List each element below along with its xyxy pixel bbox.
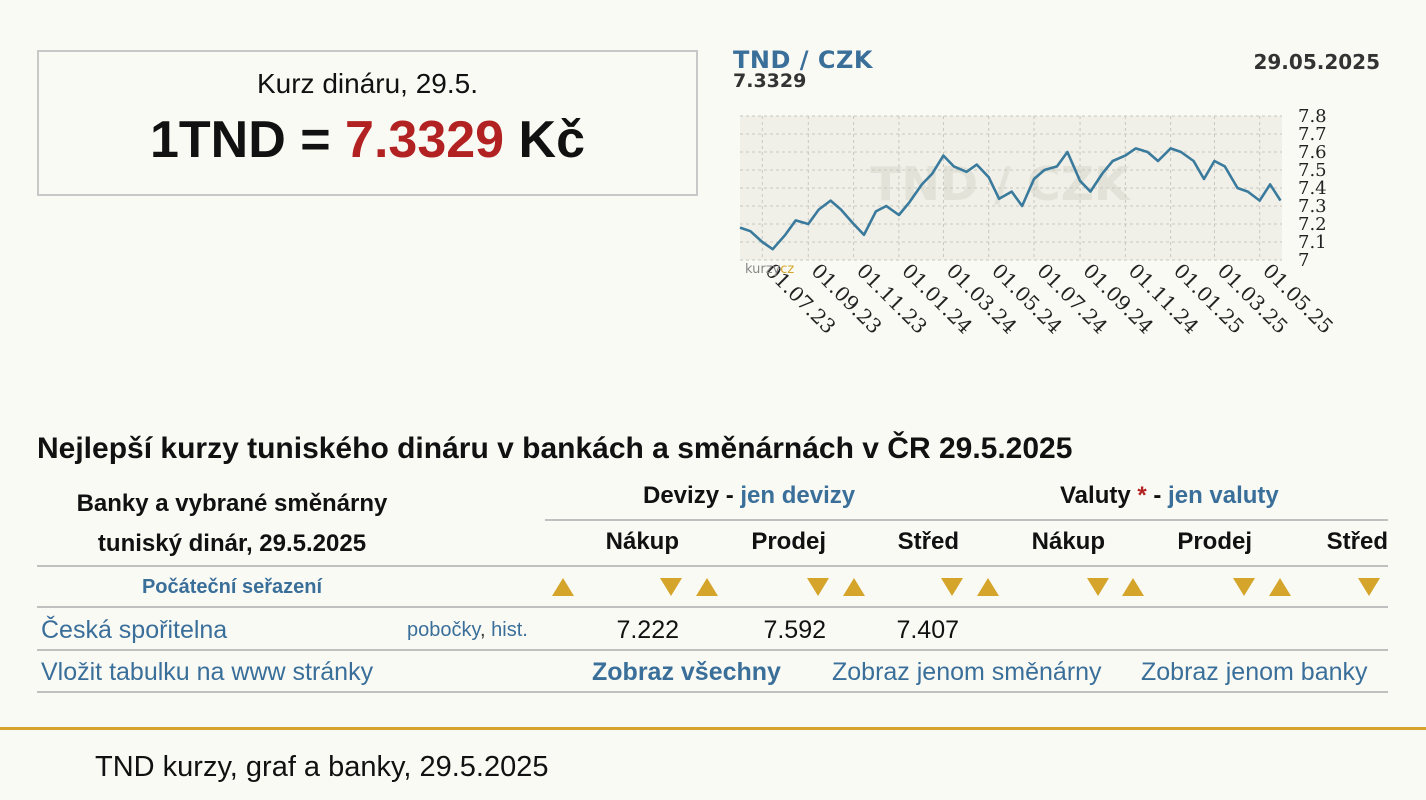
- show-banks-link[interactable]: Zobraz jenom banky: [1141, 658, 1368, 686]
- links-separator: ,: [480, 619, 486, 641]
- valuty-star: *: [1130, 482, 1147, 509]
- rate-box: Kurz dináru, 29.5. 1TND = 7.3329 Kč: [37, 50, 698, 196]
- sort-down-icon[interactable]: [807, 578, 829, 596]
- sort-up-icon[interactable]: [1269, 578, 1291, 596]
- valuty-label: Valuty: [1060, 482, 1131, 509]
- valuty-filter-link[interactable]: jen valuty: [1168, 482, 1279, 509]
- col-devizy-nakup[interactable]: Nákup: [605, 528, 679, 555]
- history-link[interactable]: hist.: [491, 619, 528, 641]
- col-valuty-prodej[interactable]: Prodej: [1177, 528, 1252, 555]
- col-devizy-stred[interactable]: Střed: [897, 528, 959, 555]
- banks-header-line1: Banky a vybrané směnárny: [76, 490, 388, 517]
- chart-y-tick-label: 7.8: [1298, 106, 1327, 127]
- sort-down-icon[interactable]: [1087, 578, 1109, 596]
- sort-up-icon[interactable]: [696, 578, 718, 596]
- sort-down-icon[interactable]: [1358, 578, 1380, 596]
- kurzy-logo-suffix: cz: [780, 262, 794, 277]
- banks-header: Banky a vybrané směnárny tuniský dinár, …: [37, 484, 427, 564]
- sort-down-icon[interactable]: [660, 578, 682, 596]
- rate-value: 1TND = 7.3329 Kč: [39, 110, 696, 170]
- sort-divider: [37, 606, 1388, 608]
- footer-divider: [0, 727, 1426, 730]
- chart-y-tick-label: 7.4: [1298, 178, 1327, 199]
- header-divider: [37, 565, 1388, 567]
- sort-up-icon[interactable]: [552, 578, 574, 596]
- rates-table: Banky a vybrané směnárny tuniský dinár, …: [37, 478, 1388, 694]
- chart-svg: TND / CZK7.87.77.67.57.47.37.27.1701.07.…: [739, 106, 1338, 339]
- table-bottom-divider: [37, 691, 1388, 693]
- sort-down-icon[interactable]: [941, 578, 963, 596]
- devizy-label: Devizy: [643, 482, 720, 509]
- footer-text: TND kurzy, graf a banky, 29.5.2025: [95, 751, 549, 783]
- sort-up-icon[interactable]: [843, 578, 865, 596]
- devizy-filter-link[interactable]: jen devizy: [740, 482, 856, 509]
- embed-table-link[interactable]: Vložit tabulku na www stránky: [41, 658, 374, 686]
- devizy-dash: -: [719, 482, 741, 509]
- kurzy-logo: kurzycz: [745, 262, 794, 277]
- bank-name-link[interactable]: Česká spořitelna: [41, 616, 228, 644]
- bank-extra-links: pobočky, hist.: [407, 619, 528, 642]
- rate-number: 7.3329: [345, 111, 505, 169]
- chart: TND / CZK 7.8 7.7 7.6 7.5 7.4 7.3 7.2 7.1 7 01.07.…: [730, 44, 1410, 364]
- rate-unit: Kč: [504, 111, 586, 169]
- valuty-dash: -: [1146, 482, 1169, 509]
- section-title: Nejlepší kurzy tuniského dináru v bankác…: [37, 432, 1073, 465]
- chart-y-tick-label: 7.7: [1298, 124, 1327, 145]
- chart-watermark: TND / CZK: [870, 157, 1132, 211]
- value-devizy-nakup: 7.222: [616, 616, 679, 644]
- sort-up-icon[interactable]: [977, 578, 999, 596]
- devizy-header: Devizy - jen devizy: [643, 482, 855, 510]
- group-divider: [545, 519, 1388, 521]
- show-all-link[interactable]: Zobraz všechny: [592, 658, 781, 686]
- rate-prefix: 1TND =: [149, 111, 346, 169]
- valuty-header: Valuty * - jen valuty: [1060, 482, 1279, 510]
- chart-y-tick-label: 7.1: [1298, 232, 1327, 253]
- value-devizy-stred: 7.407: [896, 616, 959, 644]
- chart-y-tick-label: 7.3: [1298, 196, 1327, 217]
- rate-caption: Kurz dináru, 29.5.: [256, 68, 479, 99]
- col-valuty-nakup[interactable]: Nákup: [1031, 528, 1105, 555]
- sort-down-icon[interactable]: [1233, 578, 1255, 596]
- chart-series-line: [739, 147, 1282, 251]
- show-exchanges-link[interactable]: Zobraz jenom směnárny: [832, 658, 1102, 686]
- banks-header-line2: tuniský dinár, 29.5.2025: [97, 530, 367, 557]
- sort-up-icon[interactable]: [1122, 578, 1144, 596]
- chart-y-tick-label: 7.5: [1298, 160, 1327, 181]
- chart-pair: TND / CZK: [733, 46, 873, 74]
- row-divider: [37, 649, 1388, 651]
- chart-y-tick-label: 7.6: [1298, 142, 1327, 163]
- chart-date: 29.05.2025: [1253, 50, 1380, 74]
- value-devizy-prodej: 7.592: [763, 616, 826, 644]
- branches-link[interactable]: pobočky: [407, 619, 481, 641]
- chart-last-value: 7.3329: [733, 70, 807, 92]
- col-devizy-prodej[interactable]: Prodej: [751, 528, 826, 555]
- initial-sort-link[interactable]: Počáteční seřazení: [141, 576, 323, 598]
- chart-y-tick-label: 7.2: [1298, 214, 1327, 235]
- col-valuty-stred[interactable]: Střed: [1326, 528, 1388, 555]
- chart-y-tick-label: 7: [1298, 250, 1309, 271]
